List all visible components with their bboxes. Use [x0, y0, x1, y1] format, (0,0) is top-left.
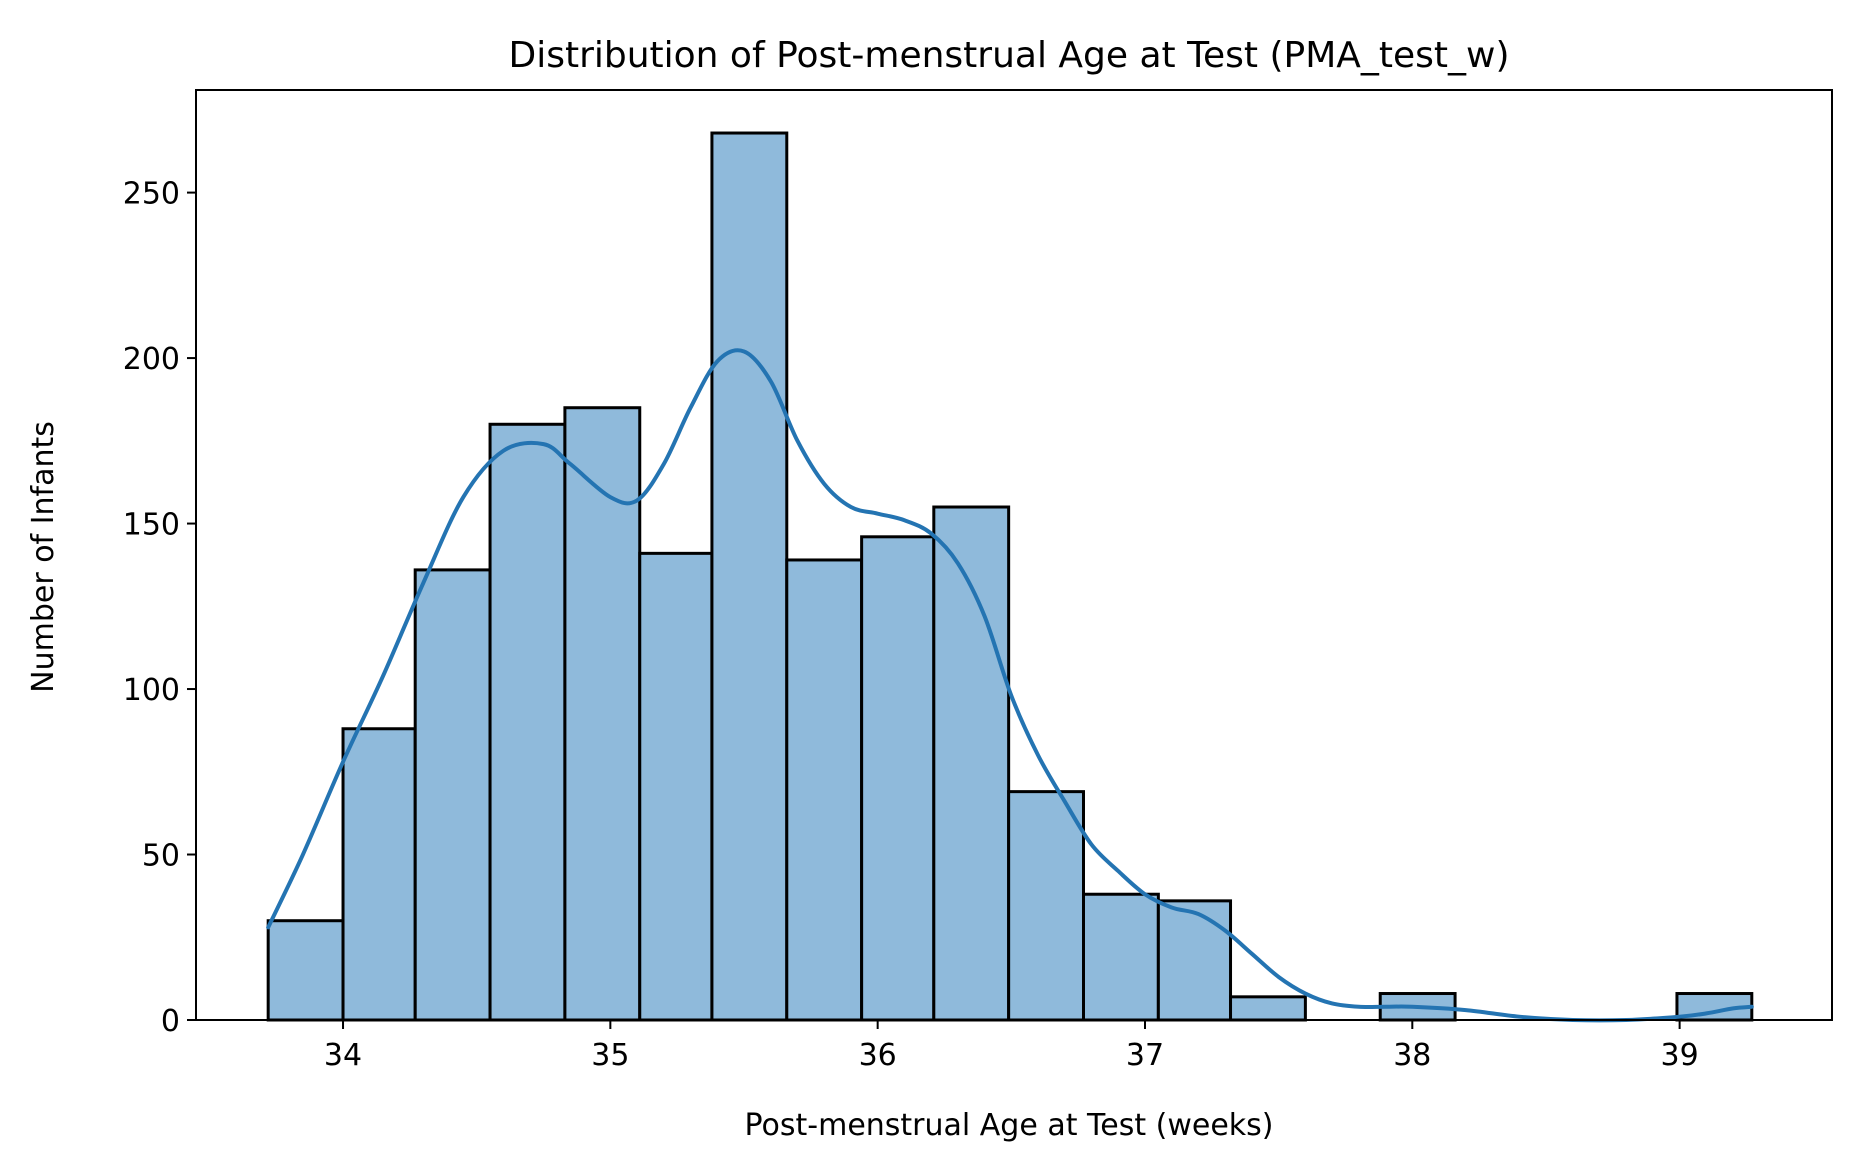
x-tick-label: 35 [591, 1038, 629, 1073]
x-tick-label: 38 [1393, 1038, 1431, 1073]
y-axis-label: Number of Infants [26, 421, 61, 693]
histogram-bar [413, 568, 492, 1022]
x-tick-label: 39 [1661, 1038, 1699, 1073]
x-axis-label: Post-menstrual Age at Test (weeks) [745, 1108, 1274, 1143]
x-tick-label: 37 [1126, 1038, 1164, 1073]
y-tick-label: 250 [123, 177, 180, 212]
chart-title: Distribution of Post-menstrual Age at Te… [508, 35, 1509, 76]
histogram-bar [932, 505, 1011, 1022]
histogram-bar [341, 727, 417, 1022]
y-tick-label: 150 [123, 508, 180, 543]
histogram-bar [785, 558, 864, 1022]
histogram-bar [488, 422, 567, 1022]
y-tick-label: 50 [142, 839, 180, 874]
histogram-bar [1156, 899, 1233, 1022]
x-axis: 34 35 36 37 38 39 [324, 1020, 1699, 1073]
histogram-bar [563, 406, 642, 1022]
y-axis: 0 50 100 150 200 250 [123, 177, 196, 1039]
plot-frame [195, 89, 1833, 1021]
histogram-bar [1082, 892, 1160, 1022]
x-tick-label: 34 [324, 1038, 362, 1073]
y-tick-label: 200 [123, 342, 180, 377]
histogram-bar [860, 535, 936, 1022]
histogram-bar [710, 131, 789, 1022]
histogram-bars [266, 131, 1754, 1022]
x-tick-label: 36 [859, 1038, 897, 1073]
histogram-bar [1229, 995, 1307, 1022]
y-tick-label: 100 [123, 673, 180, 708]
histogram-bar [638, 551, 714, 1022]
histogram-bar [266, 919, 345, 1022]
y-tick-label: 0 [161, 1004, 180, 1039]
kde-curve [266, 348, 1754, 1023]
histogram-bar [1007, 790, 1086, 1022]
